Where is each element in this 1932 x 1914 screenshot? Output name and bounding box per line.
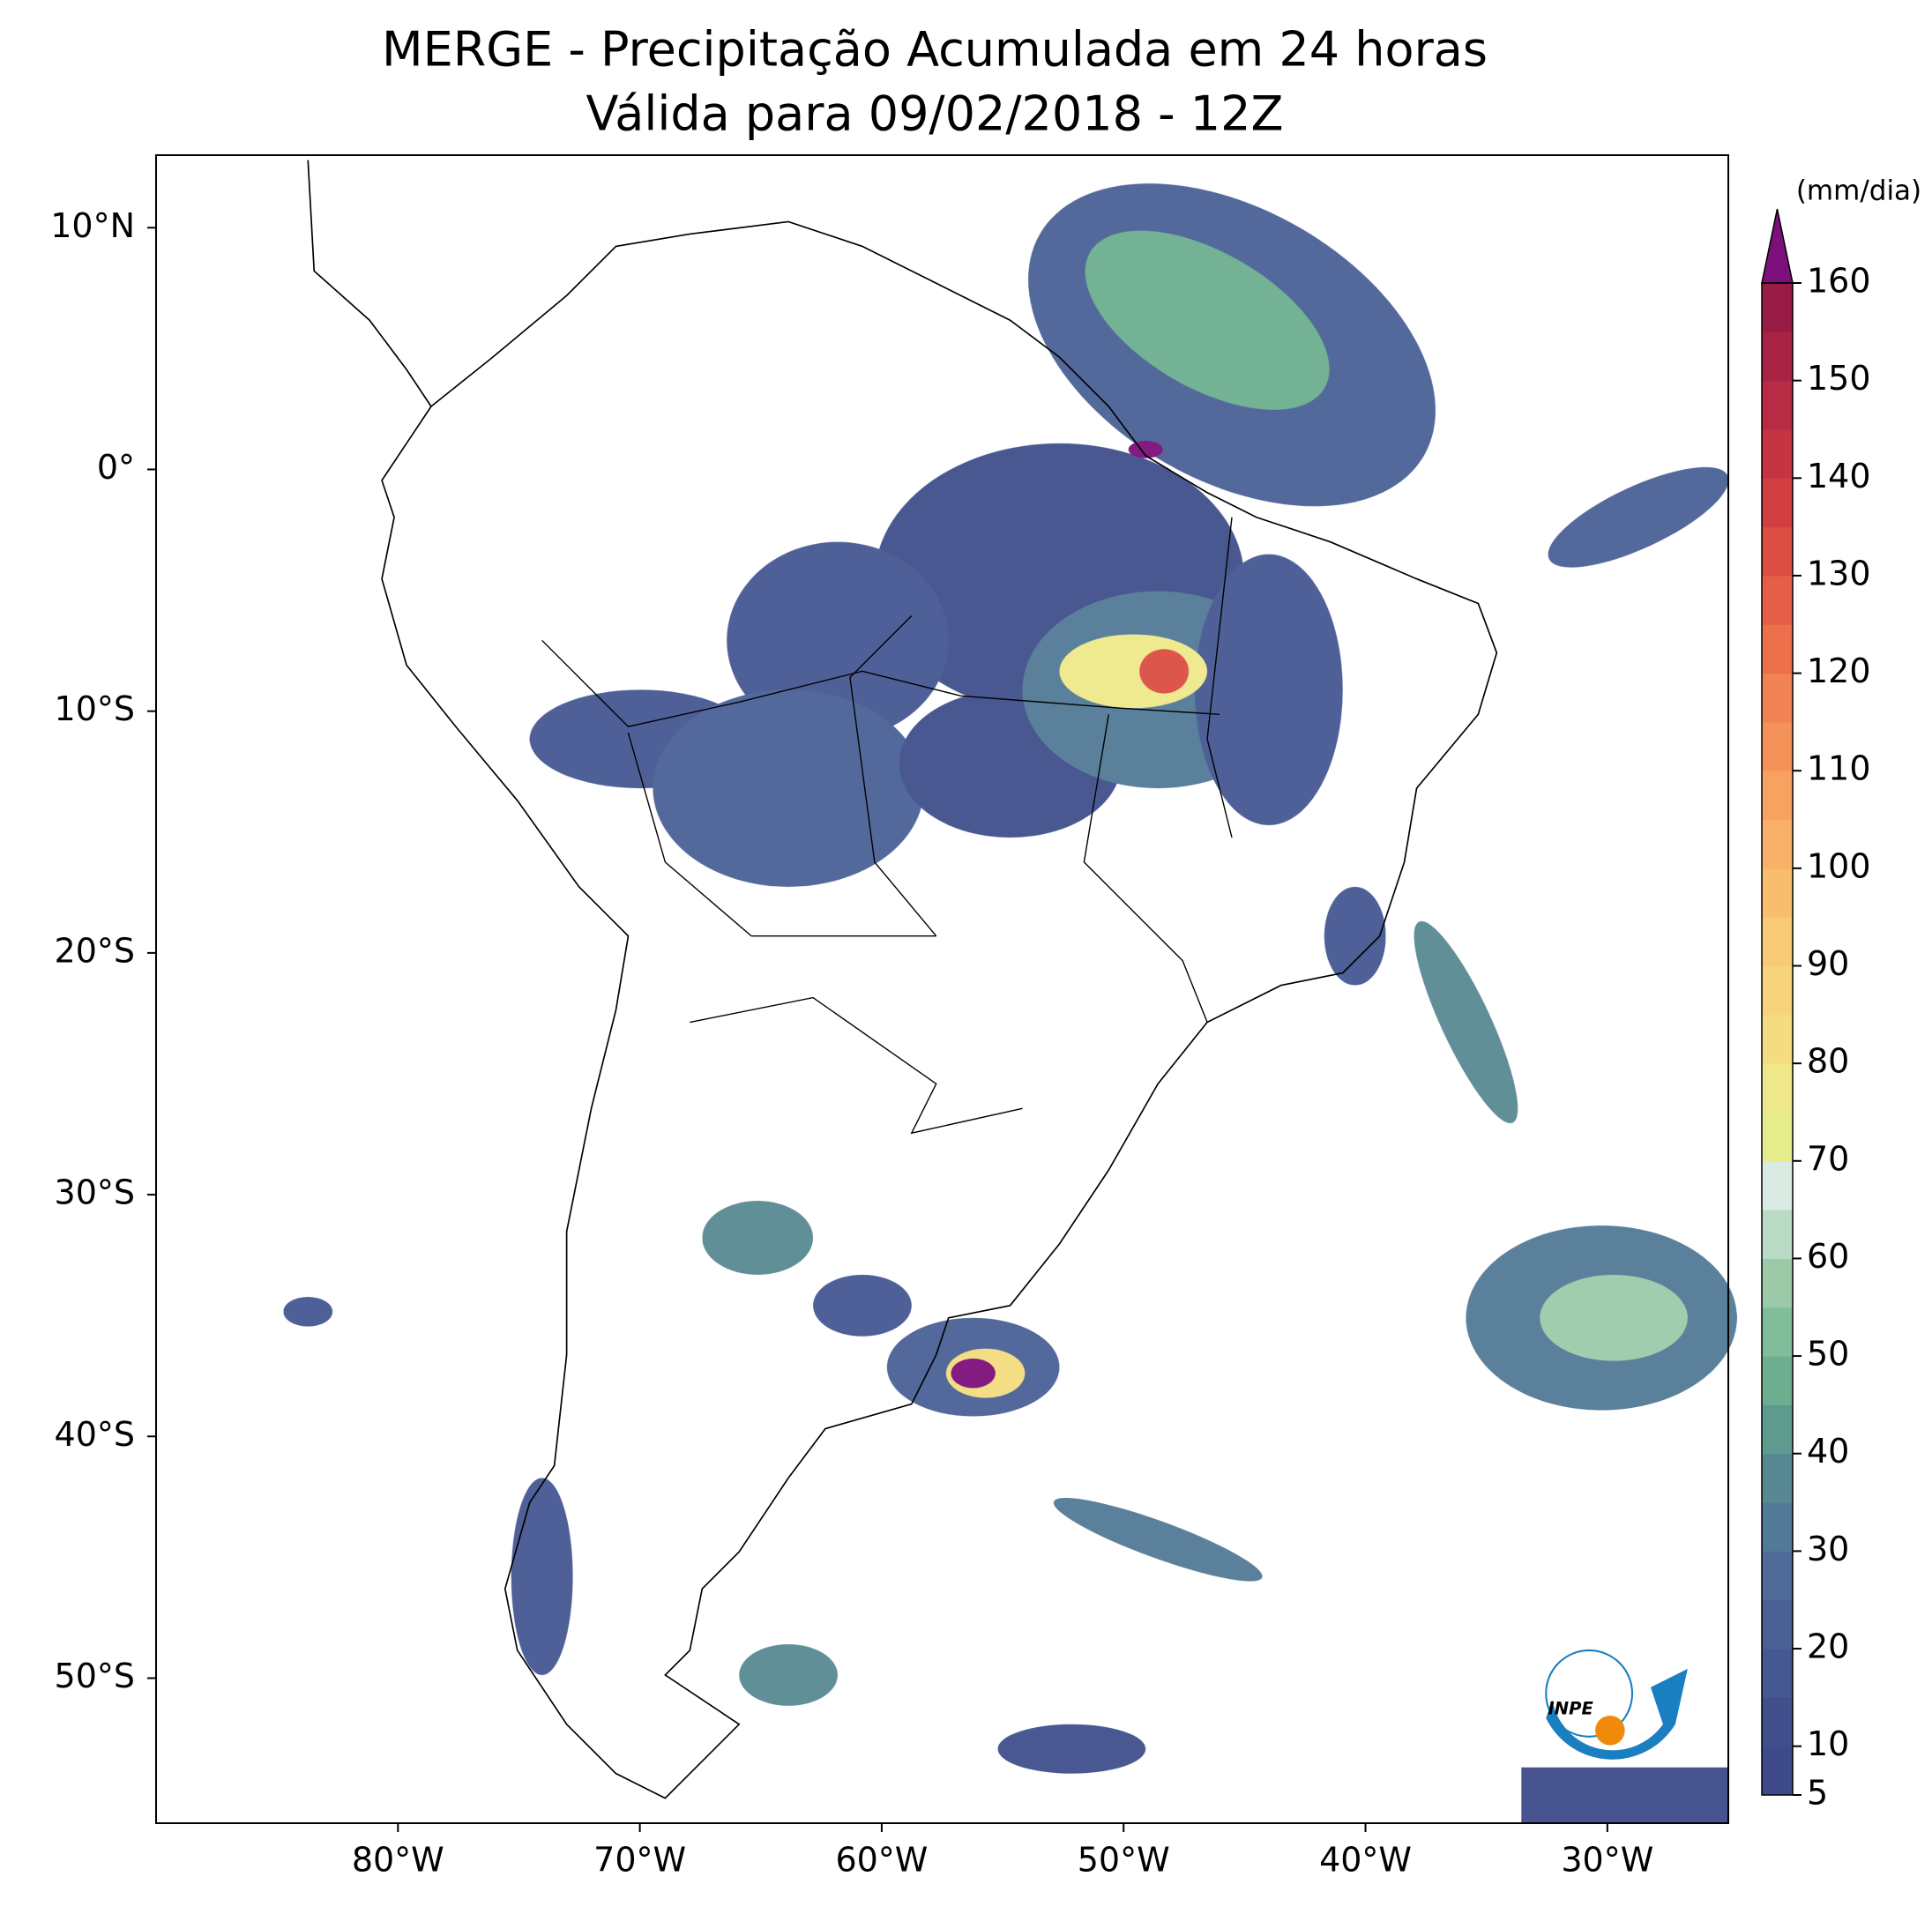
colorbar-label: (mm/dia): [1796, 175, 1921, 207]
colorbar-tick-label: 110: [1807, 749, 1871, 788]
precip-area: [1195, 554, 1343, 825]
colorbar-tick-label: 120: [1807, 652, 1871, 690]
colorbar-band: [1762, 1160, 1793, 1210]
x-tick-label: 80°W: [352, 1841, 444, 1880]
colorbar-band: [1762, 721, 1793, 771]
colorbar-band: [1762, 1258, 1793, 1308]
precip-area: [283, 1297, 333, 1327]
colorbar-band: [1762, 1307, 1793, 1357]
x-tick-label: 60°W: [835, 1841, 928, 1880]
colorbar-band: [1762, 1356, 1793, 1405]
colorbar-tick-label: 10: [1807, 1724, 1849, 1763]
map-layers: INPE: [283, 160, 1737, 1823]
precip-area: [951, 1358, 996, 1389]
colorbar-band: [1762, 819, 1793, 869]
colorbar-band: [1762, 1210, 1793, 1259]
colorbar-tick-label: 50: [1807, 1335, 1849, 1374]
colorbar-tick-label: 20: [1807, 1627, 1849, 1666]
colorbar-band: [1762, 1014, 1793, 1064]
precip-area: [653, 689, 924, 887]
colorbar-tick-label: 80: [1807, 1042, 1849, 1081]
colorbar-band: [1762, 1697, 1793, 1747]
y-tick-label: 30°S: [55, 1173, 135, 1212]
precip-area: [727, 541, 949, 740]
colorbar-band: [1762, 1404, 1793, 1455]
precipitation: [283, 183, 1737, 1823]
x-tick-label: 50°W: [1078, 1841, 1170, 1880]
precip-area: [511, 1478, 573, 1675]
logo-arrow: [1546, 1668, 1688, 1760]
precip-area: [1540, 1274, 1688, 1361]
subtitle: Válida para 09/02/2018 - 12Z: [586, 86, 1284, 142]
colorbar-band: [1762, 1453, 1793, 1503]
colorbar-band: [1762, 575, 1793, 625]
colorbar-band: [1762, 1502, 1793, 1552]
precip-area: [1414, 920, 1518, 1124]
precip-area: [1521, 1767, 1728, 1823]
precip-area: [1548, 466, 1729, 568]
coastline: [307, 160, 1498, 1799]
y-tick-label: 10°N: [50, 206, 135, 245]
precip-area: [739, 1643, 838, 1706]
colorbar-band: [1762, 1649, 1793, 1698]
title: MERGE - Precipitação Acumulada em 24 hor…: [382, 22, 1488, 78]
logo-sun: [1595, 1716, 1625, 1746]
map-frame: [155, 154, 1729, 1824]
colorbar-band: [1762, 1551, 1793, 1601]
precip-area: [702, 1201, 814, 1275]
colorbar-tick-label: 30: [1807, 1530, 1849, 1568]
x-tick-label: 30°W: [1561, 1841, 1653, 1880]
colorbar-band: [1762, 1746, 1793, 1796]
colorbar-tick-label: 130: [1807, 554, 1871, 592]
colorbar-tick-label: 40: [1807, 1432, 1849, 1471]
colorbar-band: [1762, 965, 1793, 1016]
colorbar-frame: [1761, 282, 1794, 1796]
colorbar-band: [1762, 380, 1793, 430]
colorbar-band: [1762, 1112, 1793, 1162]
colorbar-band: [1762, 624, 1793, 674]
colorbar-tick-label: 70: [1807, 1139, 1849, 1178]
precip-area: [1139, 649, 1190, 694]
logo-text: INPE: [1548, 1699, 1594, 1719]
precip-area: [1053, 1497, 1263, 1582]
y-tick-label: 20°S: [55, 931, 135, 970]
colorbar-band: [1762, 771, 1793, 821]
y-tick-label: 0°: [97, 448, 135, 487]
colorbar-band: [1762, 331, 1793, 382]
colorbar-band: [1762, 673, 1793, 723]
precip-area: [813, 1274, 912, 1337]
colorbar-band: [1762, 428, 1793, 479]
precip-area: [1324, 886, 1386, 986]
logo-ring: [1545, 1649, 1634, 1738]
x-tick-label: 40°W: [1319, 1841, 1412, 1880]
y-tick-label: 40°S: [55, 1415, 135, 1454]
colorbar-band: [1762, 1063, 1793, 1113]
colorbar-tick-label: 90: [1807, 944, 1849, 983]
colorbar-band: [1762, 917, 1793, 967]
inpe-logo: INPE: [1545, 1649, 1688, 1760]
colorbar-band: [1762, 868, 1793, 918]
map: INPE: [155, 154, 1737, 1824]
colorbar-tick-label: 60: [1807, 1237, 1849, 1276]
borders: [541, 517, 1233, 1135]
x-tick-label: 70°W: [593, 1841, 686, 1880]
colorbar-tick-label: 5: [1807, 1774, 1828, 1813]
colorbar-tick-label: 100: [1807, 846, 1871, 885]
y-tick-label: 10°S: [55, 689, 135, 728]
colorbar-band: [1762, 283, 1793, 332]
precip-area: [1085, 230, 1330, 410]
colorbar-extend: [1761, 208, 1794, 284]
colorbar-band: [1762, 1599, 1793, 1650]
colorbar-tick-label: 160: [1807, 262, 1871, 301]
y-tick-label: 50°S: [55, 1657, 135, 1695]
colorbar-tick-label: 150: [1807, 359, 1871, 398]
precip-area: [997, 1724, 1146, 1774]
colorbar-band: [1762, 526, 1793, 577]
colorbar-tick-label: 140: [1807, 457, 1871, 495]
colorbar-band: [1762, 478, 1793, 528]
